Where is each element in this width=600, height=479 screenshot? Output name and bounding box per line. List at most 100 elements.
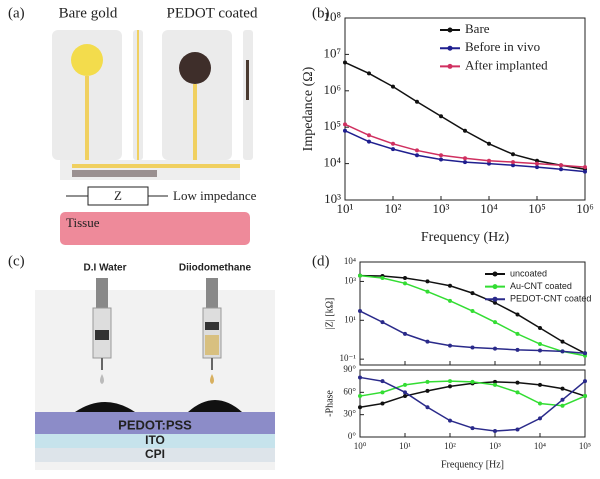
data-point — [403, 276, 407, 281]
panel-label: (d) — [312, 253, 330, 269]
legend-label: uncoated — [510, 268, 547, 278]
gold-disk — [71, 44, 103, 76]
y-axis-label: -Phase — [324, 390, 335, 417]
data-point — [560, 386, 565, 391]
data-point — [511, 152, 516, 157]
data-point — [559, 163, 563, 168]
data-point — [538, 382, 542, 387]
data-point — [439, 153, 443, 158]
data-point — [511, 163, 516, 168]
data-point — [538, 401, 542, 406]
x-tick-label: 10² — [385, 201, 402, 216]
syringe — [92, 278, 112, 384]
data-point — [343, 122, 347, 127]
series-line — [344, 130, 586, 173]
y-tick-label: 10⁶ — [323, 82, 341, 97]
droplet — [75, 402, 135, 412]
data-point — [425, 339, 430, 344]
data-point — [403, 382, 407, 387]
data-point — [439, 114, 443, 119]
legend-label: Before in vivo — [465, 39, 540, 54]
side-trace — [137, 30, 139, 160]
data-point — [538, 348, 542, 353]
y-axis-label: Impedance (Ω) — [301, 66, 316, 151]
y-tick-label: 10⁴ — [323, 155, 341, 170]
data-point — [343, 128, 347, 133]
data-point — [470, 345, 475, 350]
data-point — [493, 300, 497, 305]
label: Tissue — [66, 215, 100, 230]
legend-marker — [447, 27, 453, 33]
y-tick-label: 30° — [343, 409, 356, 419]
data-point — [560, 397, 565, 402]
data-point — [425, 379, 430, 384]
y-tick-label: 0° — [348, 431, 357, 441]
data-point — [380, 320, 385, 325]
data-point — [366, 71, 371, 76]
data-point — [560, 349, 565, 354]
layer-label: ITO — [145, 433, 165, 447]
data-point — [470, 291, 475, 296]
data-point — [583, 165, 587, 170]
label: Low impedance — [173, 188, 257, 203]
data-point — [425, 279, 430, 284]
data-point — [493, 382, 497, 387]
x-axis-label: Frequency [Hz] — [441, 459, 504, 470]
series-line — [359, 381, 586, 408]
label: Bare gold — [59, 5, 118, 21]
x-tick-label: 10³ — [489, 441, 501, 451]
y-tick-label: 10³ — [324, 191, 341, 206]
data-point — [403, 331, 407, 336]
pedot-layer — [72, 170, 157, 177]
series-line — [344, 61, 586, 170]
data-point — [583, 351, 587, 356]
data-point — [560, 403, 565, 408]
legend-marker — [492, 296, 498, 302]
panel-label: (c) — [8, 253, 25, 269]
data-point — [493, 320, 497, 325]
x-tick-label: 10⁵ — [579, 441, 591, 451]
data-point — [535, 161, 539, 166]
data-point — [515, 312, 520, 317]
legend-marker — [492, 271, 498, 277]
layer-label: PEDOT:PSS — [118, 417, 192, 432]
layer — [35, 412, 275, 434]
data-point — [425, 405, 430, 410]
y-tick-label: 10⁴ — [344, 256, 356, 266]
data-point — [559, 167, 563, 172]
data-point — [462, 128, 467, 133]
data-point — [487, 141, 491, 146]
panel-label: (b) — [312, 5, 330, 21]
data-point — [439, 157, 443, 162]
y-axis-label: |Z| [kΩ] — [324, 298, 335, 330]
data-point — [583, 379, 587, 384]
layer — [35, 448, 275, 462]
data-point — [515, 427, 520, 432]
data-point — [380, 379, 385, 384]
data-point — [366, 133, 371, 138]
y-tick-label: 10⁵ — [323, 118, 341, 133]
label: D.I Water — [84, 263, 127, 274]
y-tick-label: 10⁸ — [323, 9, 341, 24]
data-point — [358, 273, 362, 278]
plot-frame — [344, 17, 586, 201]
data-point — [358, 375, 362, 380]
y-tick-label: 60° — [343, 386, 356, 396]
droplet — [188, 400, 242, 412]
data-point — [358, 394, 362, 399]
data-point — [487, 161, 491, 166]
data-point — [583, 394, 587, 399]
x-axis-label: Frequency (Hz) — [421, 230, 510, 245]
legend-marker — [447, 45, 453, 51]
legend-marker — [492, 284, 498, 290]
data-point — [470, 379, 475, 384]
legend-label: PEDOT-CNT coated — [510, 294, 591, 304]
data-point — [487, 158, 491, 163]
x-tick-label: 10⁰ — [354, 441, 367, 451]
data-point — [538, 326, 542, 331]
x-tick-label: 10⁴ — [480, 201, 498, 216]
data-point — [583, 169, 587, 174]
data-point — [448, 343, 452, 348]
plot-frame — [359, 261, 586, 366]
data-point — [493, 429, 497, 434]
